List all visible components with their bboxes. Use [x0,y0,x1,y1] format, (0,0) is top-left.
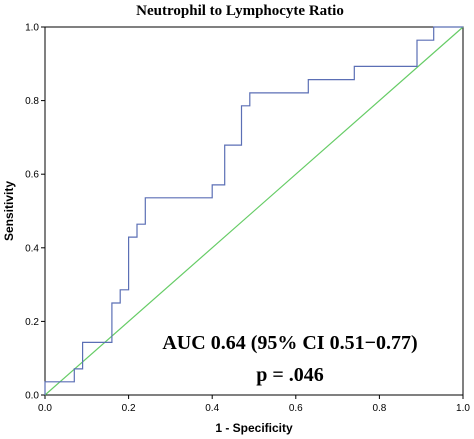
series-layer [44,26,464,396]
p-value-annotation: p = .046 [256,364,324,386]
x-tick-label: 0.6 [289,403,303,414]
plot-frame [44,26,464,396]
x-tick-label: 0.4 [205,403,219,414]
x-axis: 0.0 0.2 0.4 0.6 0.8 1.0 [38,395,470,414]
y-tick-label: 0.6 [25,170,39,181]
x-tick-label: 0.0 [38,403,52,414]
x-tick-label: 0.2 [122,403,136,414]
y-tick-label: 0.4 [25,243,39,254]
roc-curve [44,26,463,395]
y-tick-label: 0.8 [25,96,39,107]
chart-title: Neutrophil to Lymphocyte Ratio [136,3,344,19]
y-axis: 0.0 0.2 0.4 0.6 0.8 1.0 [25,23,45,402]
y-axis-label: Sensitivity [2,181,16,241]
y-tick-label: 1.0 [25,23,39,34]
x-tick-label: 0.8 [372,403,386,414]
x-tick-label: 1.0 [456,403,470,414]
auc-annotation: AUC 0.64 (95% CI 0.51−0.77) [162,332,417,354]
y-tick-label: 0.2 [25,317,39,328]
x-axis-label: 1 - Specificity [215,421,293,435]
reference-line [44,26,464,396]
y-tick-label: 0.0 [25,391,39,402]
